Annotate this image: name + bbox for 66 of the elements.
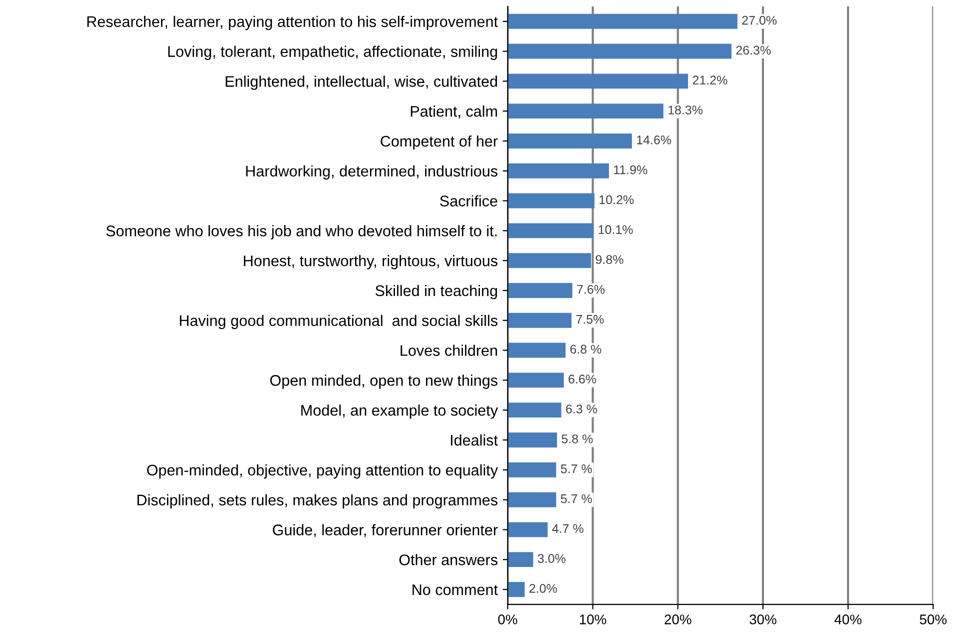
bar xyxy=(508,74,688,89)
data-label: 5.8 % xyxy=(562,434,593,444)
bar xyxy=(508,522,548,538)
data-label: 14.6% xyxy=(637,135,672,144)
bar xyxy=(508,312,572,328)
data-label: 26.3% xyxy=(736,46,771,55)
y-tick-label: Model, an example to society xyxy=(301,404,498,419)
bar xyxy=(508,462,556,478)
y-tick-label: Open-minded, objective, paying attention to equality xyxy=(147,464,498,479)
bar xyxy=(508,582,525,597)
y-tick-label: No comment xyxy=(412,584,498,596)
y-tick-label: Guide, leader, forerunner orienter xyxy=(272,524,498,538)
bar xyxy=(508,552,534,568)
bar xyxy=(508,492,556,508)
y-tick-label: Sacrifice xyxy=(440,195,498,206)
data-label: 5.7 % xyxy=(560,494,592,504)
data-label: 5.7 % xyxy=(560,464,592,474)
y-tick-label: Other answers xyxy=(399,554,498,566)
data-label: 4.7 % xyxy=(552,524,584,533)
bar xyxy=(508,163,609,178)
y-tick-label: Researcher, learner, paying attention to his self-improvement xyxy=(87,16,498,30)
bar xyxy=(508,402,562,418)
data-label: 6.3 % xyxy=(566,404,597,414)
bar xyxy=(508,104,664,119)
data-label: 18.3% xyxy=(668,106,703,114)
data-label: 2.0% xyxy=(529,584,557,593)
x-tick-label: 20% xyxy=(664,614,692,624)
data-label: 27.0% xyxy=(742,16,777,25)
y-tick-label: Skilled in teaching xyxy=(376,284,497,300)
bar xyxy=(508,372,564,388)
y-tick-label: Loves children xyxy=(400,344,497,356)
y-tick-label: Someone who loves his job and who devoted himself to it. xyxy=(106,225,497,240)
data-label: 11.9% xyxy=(614,165,648,174)
y-tick-label: Hardworking, determined, industrious xyxy=(246,165,498,180)
data-label: 3.0% xyxy=(538,554,566,563)
y-tick-label: Idealist xyxy=(450,434,498,446)
bar xyxy=(508,342,566,358)
bar xyxy=(508,283,572,298)
data-label: 10.1% xyxy=(598,225,633,234)
y-tick-label: Having good communicational and social skills xyxy=(180,314,498,330)
data-label: 7.6% xyxy=(577,284,605,294)
bar xyxy=(508,432,558,448)
bar xyxy=(508,134,632,148)
bar xyxy=(508,14,738,29)
bar xyxy=(508,223,594,238)
data-label: 6.6% xyxy=(568,374,596,384)
bar xyxy=(508,193,594,208)
data-label: 7.5% xyxy=(576,314,604,324)
y-tick-label: Honest, turstworthy, rightous, virtuous xyxy=(244,255,498,270)
data-label: 6.8 % xyxy=(570,344,602,354)
data-label: 10.2% xyxy=(600,195,634,204)
bar xyxy=(508,253,592,268)
y-tick-label: Open minded, open to new things xyxy=(270,374,498,389)
y-tick-label: Competent of her xyxy=(380,135,498,150)
bar xyxy=(508,44,732,59)
y-tick-label: Disciplined, sets rules, makes plans and programmes xyxy=(138,494,498,508)
y-tick-label: Enlightened, intellectual, wise, cultivated xyxy=(226,76,497,90)
x-tick-label: 40% xyxy=(834,614,862,624)
x-tick-label: 10% xyxy=(580,614,606,624)
y-tick-label: Loving, tolerant, empathetic, affectionate, smiling xyxy=(168,46,497,60)
data-label: 21.2% xyxy=(692,76,728,84)
y-tick-label: Patient, calm xyxy=(410,106,497,119)
data-label: 9.8% xyxy=(596,255,624,264)
x-tick-label: 0% xyxy=(498,614,518,624)
x-tick-label: 50% xyxy=(920,614,947,624)
x-tick-label: 30% xyxy=(750,614,776,624)
